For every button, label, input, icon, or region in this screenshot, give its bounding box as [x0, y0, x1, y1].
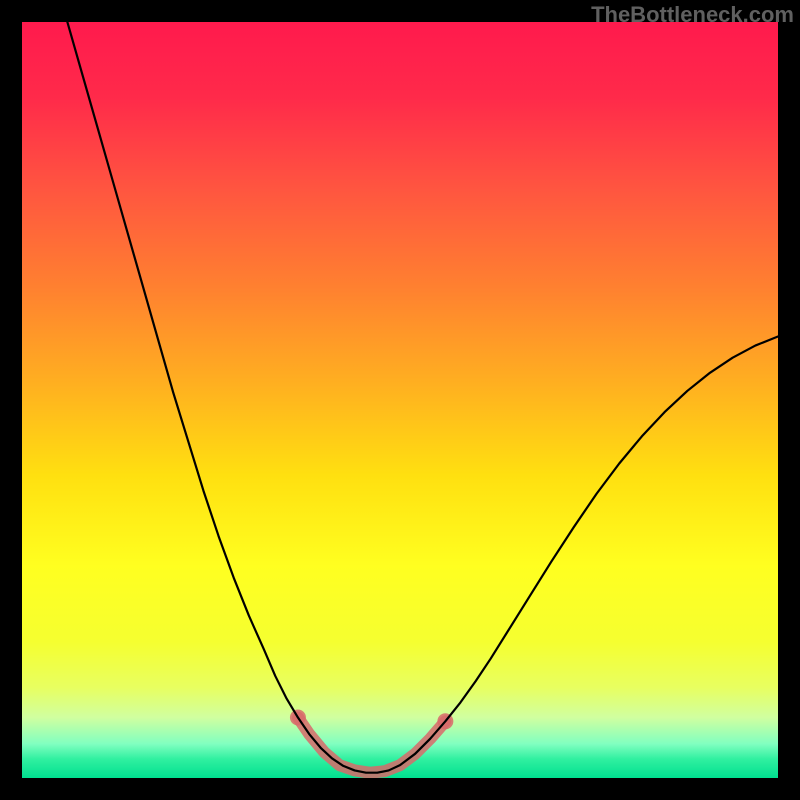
chart-svg	[0, 0, 800, 800]
gradient-background	[22, 22, 778, 778]
chart-container: TheBottleneck.com	[0, 0, 800, 800]
